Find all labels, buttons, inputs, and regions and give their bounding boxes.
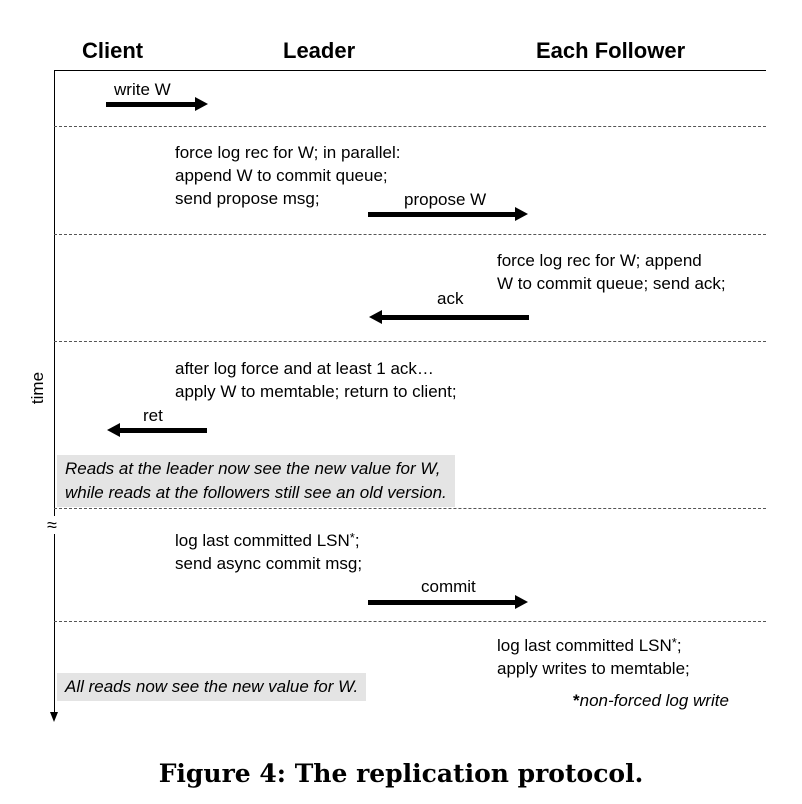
step-line: force log rec for W; append: [497, 251, 702, 270]
step-line: send async commit msg;: [175, 554, 363, 573]
note-line: while reads at the followers still see a…: [65, 483, 447, 502]
leader-apply-step: after log force and at least 1 ack… appl…: [175, 357, 457, 403]
phase-divider: [54, 234, 766, 235]
ret-arrow: [107, 423, 207, 437]
top-border-line: [54, 70, 766, 71]
phase-divider: [54, 621, 766, 622]
step-line: apply writes to memtable;: [497, 659, 690, 678]
step-line: log last committed LSN*;: [497, 635, 682, 655]
axis-break-icon: ≈: [47, 515, 57, 535]
write-arrow: [106, 97, 208, 111]
step-line: send propose msg;: [175, 189, 320, 208]
step-line: W to commit queue; send ack;: [497, 274, 726, 293]
step-line: apply W to memtable; return to client;: [175, 382, 457, 401]
footnote-text: non-forced log write: [579, 691, 729, 710]
leader-force-step: force log rec for W; in parallel: append…: [175, 141, 401, 210]
footnote-star: *: [573, 691, 580, 710]
arrow-label-propose: propose W: [404, 190, 487, 209]
phase-divider: [54, 508, 766, 509]
note-reads-at-leader: Reads at the leader now see the new valu…: [57, 455, 455, 507]
phase-divider: [54, 341, 766, 342]
arrow-label-ack: ack: [437, 289, 464, 308]
phase-divider: [54, 126, 766, 127]
step-line: log last committed LSN*;: [175, 530, 360, 550]
step-line: append W to commit queue;: [175, 166, 388, 185]
propose-arrow: [368, 207, 528, 221]
leader-commit-step: log last committed LSN*; send async comm…: [175, 529, 362, 575]
time-axis-label: time: [28, 371, 48, 405]
note-line: Reads at the leader now see the new valu…: [65, 459, 441, 478]
arrow-label-write: write W: [114, 80, 171, 99]
arrow-label-commit: commit: [421, 577, 476, 596]
time-axis: [50, 70, 58, 722]
note-all-reads: All reads now see the new value for W.: [57, 673, 367, 701]
step-line: after log force and at least 1 ack…: [175, 359, 434, 378]
figure-caption: Figure 4: The replication protocol.: [158, 759, 644, 788]
follower-commit-step: log last committed LSN*; apply writes to…: [497, 634, 690, 680]
header-each-follower: Each Follower: [536, 38, 686, 63]
follower-force-step: force log rec for W; append W to commit …: [497, 249, 726, 295]
arrow-label-ret: ret: [143, 406, 163, 425]
commit-arrow: [368, 595, 528, 609]
header-client: Client: [82, 38, 144, 63]
ack-arrow: [369, 310, 529, 324]
footnote: *non-forced log write: [573, 691, 729, 711]
header-leader: Leader: [283, 38, 356, 63]
step-line: force log rec for W; in parallel:: [175, 143, 401, 162]
note-line: All reads now see the new value for W.: [65, 677, 359, 696]
